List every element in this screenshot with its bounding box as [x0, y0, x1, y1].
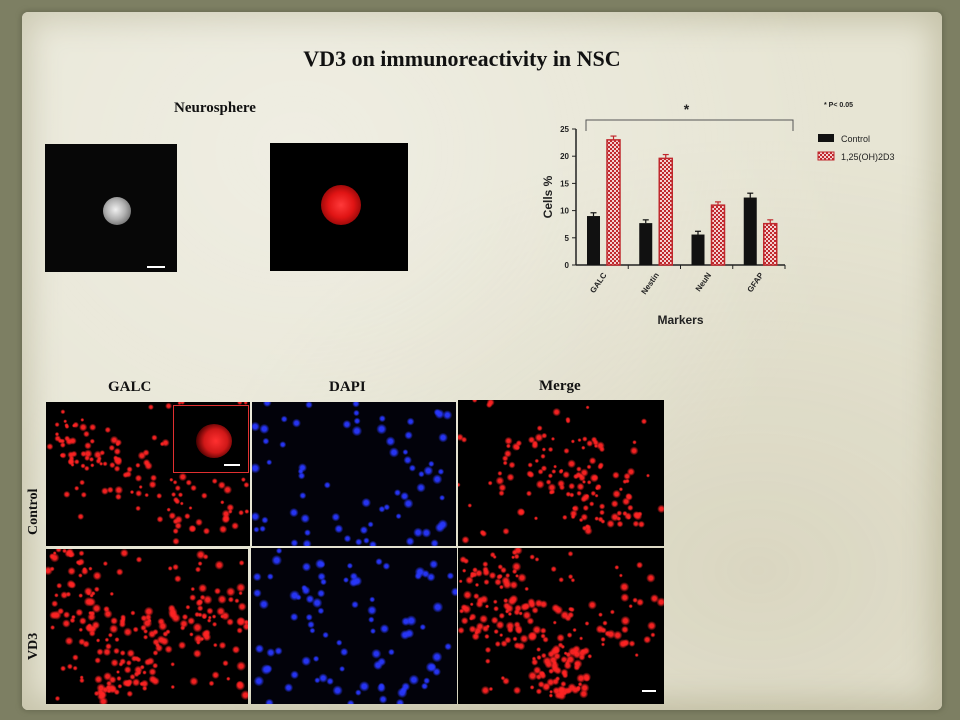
bar: [691, 234, 705, 265]
x-tick-label: GFAP: [746, 270, 766, 294]
control-dapi-image: [252, 402, 456, 546]
bar: [587, 216, 600, 265]
significance-bracket: [585, 119, 794, 131]
paper-background: VD3 on immunoreactivity in NSC Neurosphe…: [22, 12, 942, 710]
y-tick-label: 15: [560, 179, 569, 188]
column-label-galc: GALC: [108, 379, 152, 395]
control-galc-image: [46, 402, 250, 546]
y-axis-label: Cells %: [541, 175, 555, 218]
y-tick-label: 5: [565, 234, 570, 243]
y-tick-label: 20: [560, 152, 569, 161]
x-axis-label: Markers: [657, 313, 703, 327]
row-label-vd3: VD3: [26, 632, 41, 660]
significance-marker: *: [684, 101, 690, 117]
vd3-merge-image: [458, 548, 664, 704]
column-label-dapi: DAPI: [329, 379, 366, 395]
neurosphere-label: Neurosphere: [174, 100, 256, 116]
slide-title: VD3 on immunoreactivity in NSC: [303, 46, 621, 71]
control-merge-image: [458, 400, 664, 546]
column-label-merge: Merge: [539, 378, 581, 394]
vd3-galc-image: [46, 549, 248, 704]
legend-swatch-control: [818, 134, 834, 142]
legend-label-vd3: 1,25(OH)2D3: [841, 152, 895, 162]
bar: [710, 204, 726, 266]
legend-swatch-vd3: [817, 151, 835, 161]
x-tick-label: NeuN: [694, 271, 713, 293]
row-label-control: Control: [26, 488, 41, 535]
bar: [606, 139, 621, 266]
x-tick-label: Nestin: [639, 271, 660, 296]
marker-bar-chart: 0 5 10 15 20 25 Cells % GALC Nestin NeuN GFAP Marke…: [541, 101, 895, 327]
bar: [763, 222, 778, 266]
bar: [639, 223, 653, 265]
vd3-dapi-image: [251, 548, 457, 704]
neurosphere-brightfield-image: [45, 144, 177, 272]
x-tick-label: GALC: [588, 271, 608, 295]
legend-label-control: Control: [841, 134, 870, 144]
y-tick-label: 0: [565, 261, 570, 270]
y-tick-label: 25: [560, 125, 569, 134]
bar: [743, 197, 757, 265]
y-tick-label: 10: [560, 207, 569, 216]
p-value-note: * P< 0.05: [824, 102, 853, 109]
galc-inset-image: [173, 405, 249, 473]
bar: [658, 157, 673, 266]
neurosphere-fluorescent-image: [270, 143, 408, 271]
